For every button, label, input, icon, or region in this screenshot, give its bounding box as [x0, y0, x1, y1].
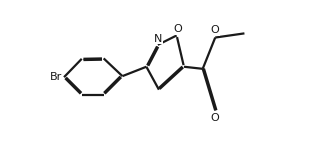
Text: Br: Br — [50, 72, 62, 82]
Text: O: O — [211, 113, 220, 123]
Text: O: O — [173, 24, 182, 34]
Text: O: O — [211, 25, 220, 35]
Text: N: N — [154, 34, 162, 44]
